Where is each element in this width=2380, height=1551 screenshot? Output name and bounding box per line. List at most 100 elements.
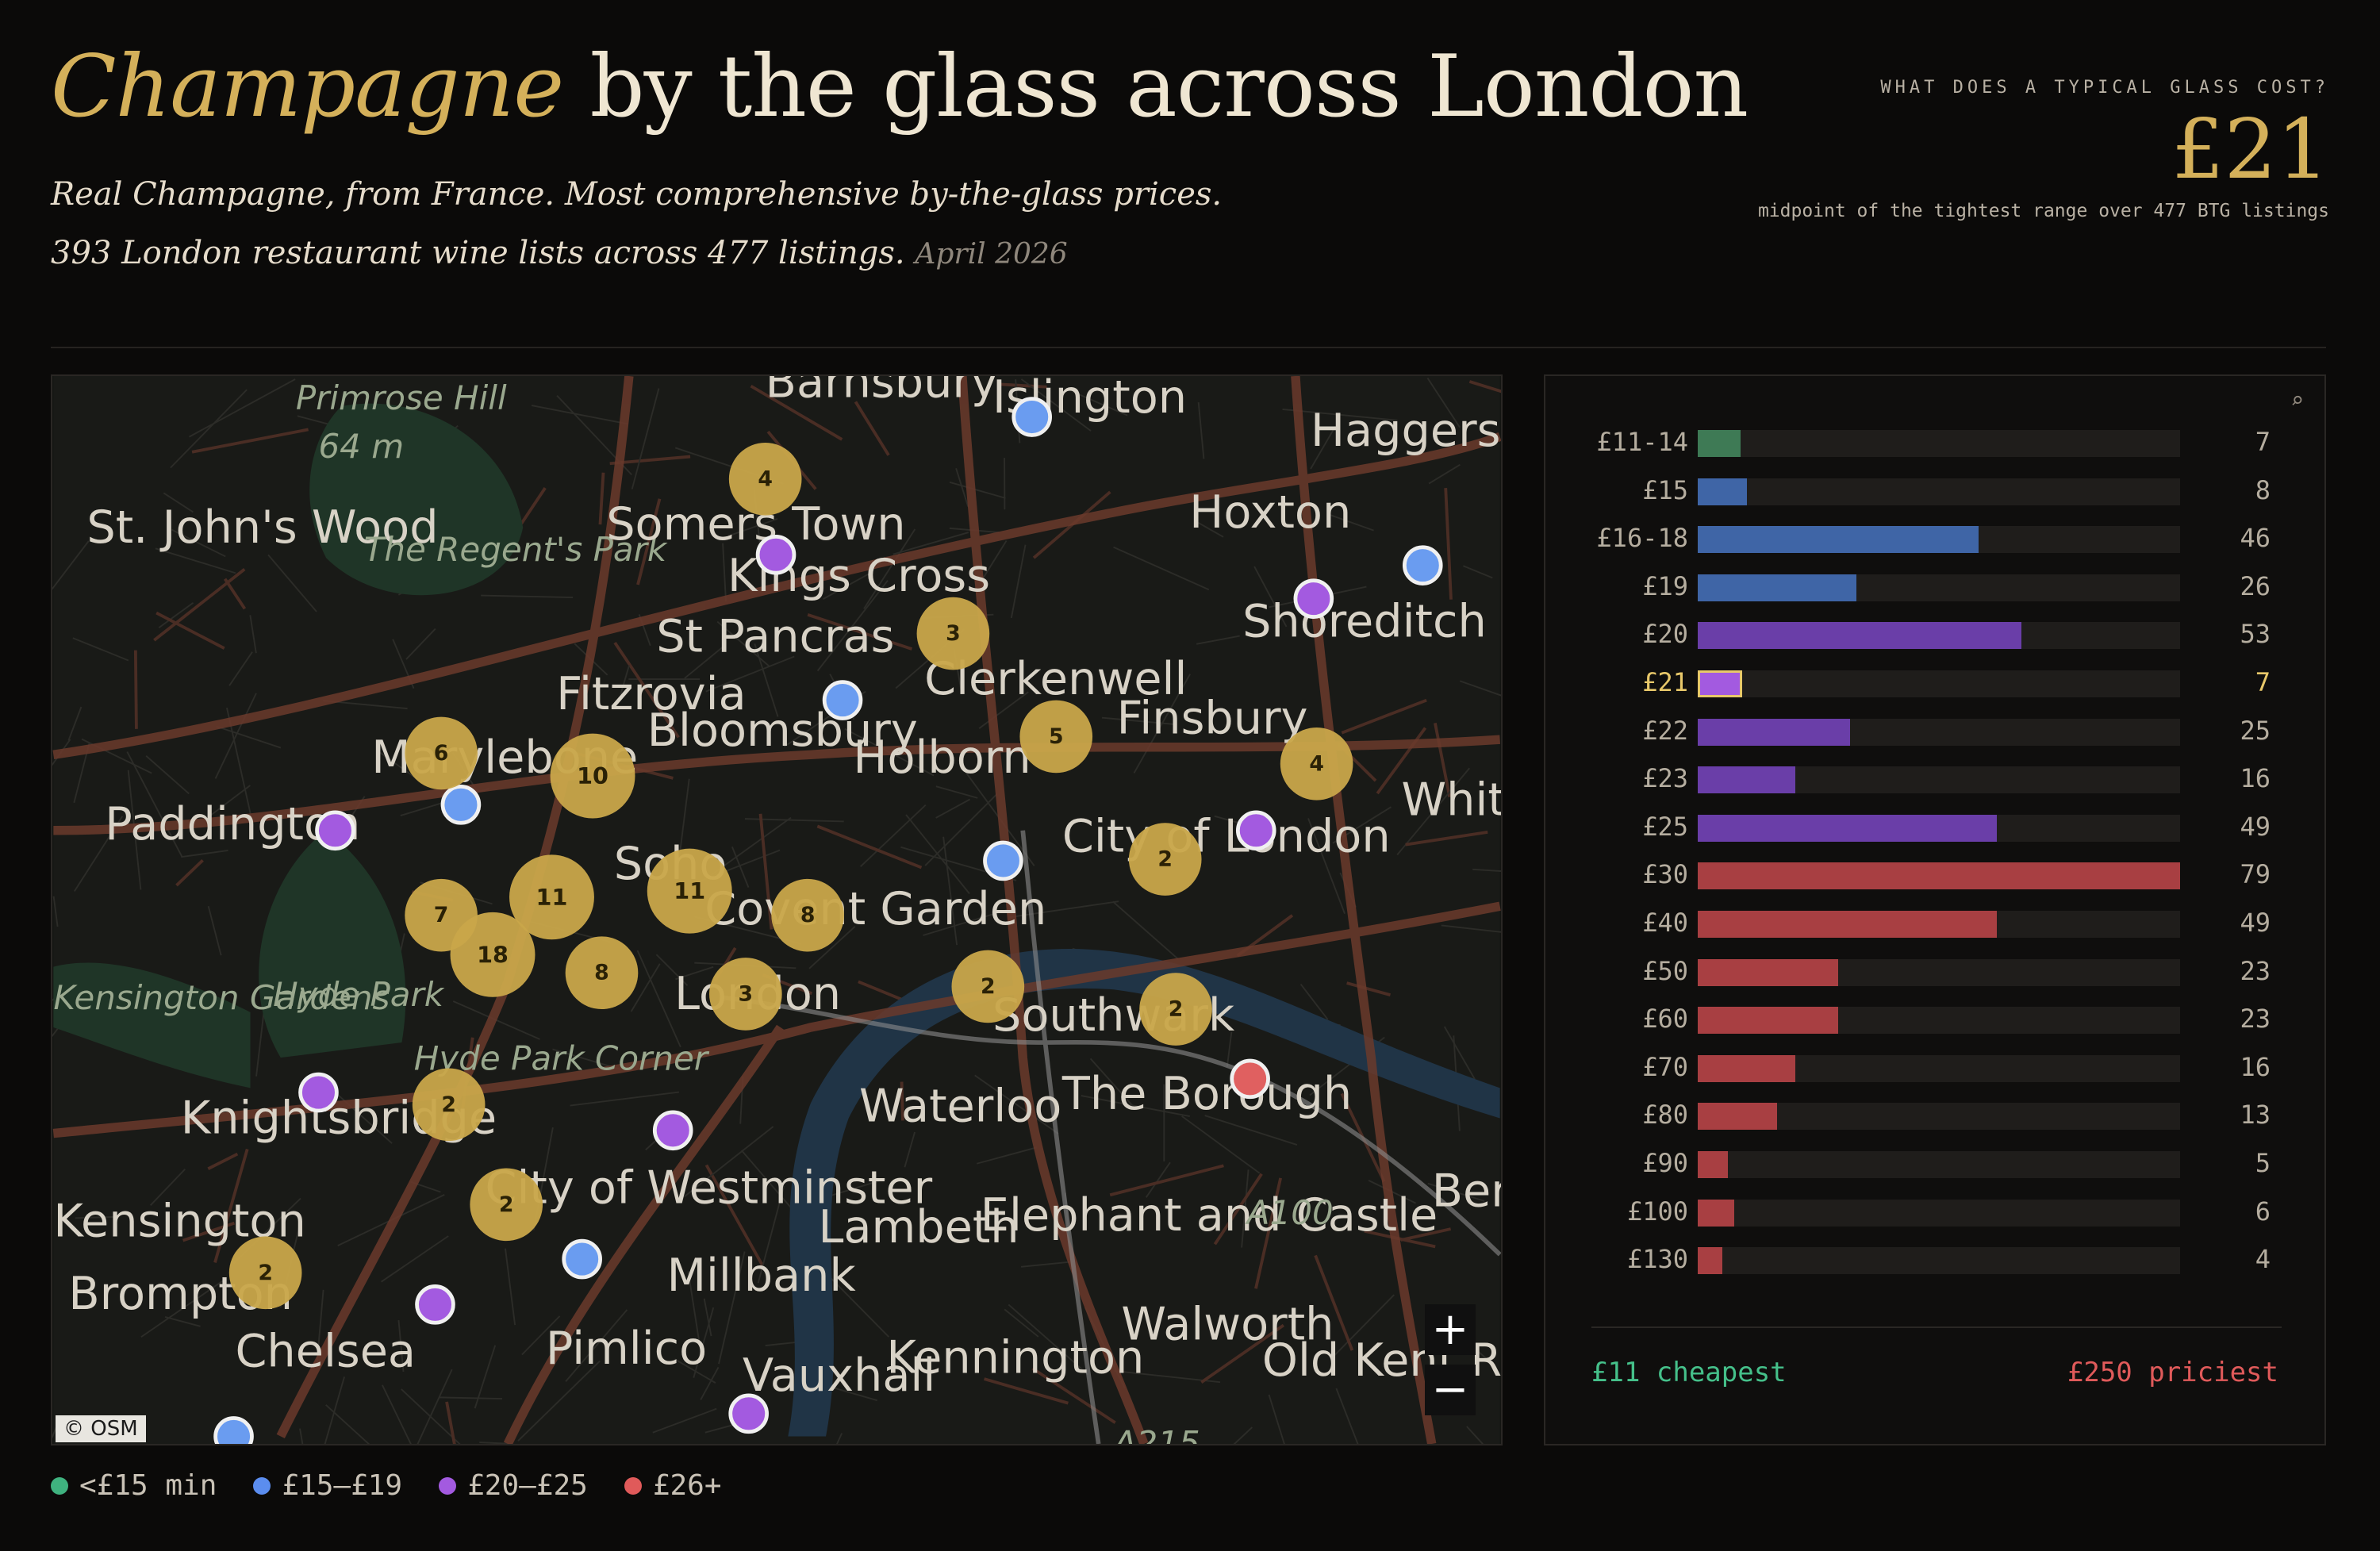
cluster-circle[interactable]: [470, 1168, 543, 1242]
histogram-row[interactable]: £80 13: [1545, 1096, 2324, 1136]
histogram-bar[interactable]: [1698, 670, 1742, 697]
map-cluster[interactable]: 3: [916, 597, 990, 670]
histogram-bar-track[interactable]: [1698, 958, 2180, 986]
map-cluster[interactable]: 5: [1019, 700, 1093, 774]
cluster-circle[interactable]: [647, 848, 732, 934]
histogram-bar-track[interactable]: [1698, 622, 2180, 650]
histogram-bar-track[interactable]: [1698, 814, 2180, 842]
venue-point-mid[interactable]: [1012, 397, 1053, 437]
histogram-bar[interactable]: [1698, 1054, 1796, 1082]
histogram-bar-track[interactable]: [1698, 911, 2180, 938]
histogram-bar[interactable]: [1698, 622, 2021, 650]
cluster-count[interactable]: 5: [1049, 724, 1064, 749]
map-cluster[interactable]: 4: [1280, 727, 1353, 800]
cluster-circle[interactable]: [916, 597, 990, 670]
venue-point-upper[interactable]: [298, 1072, 339, 1113]
histogram-bar-track[interactable]: [1698, 478, 2180, 505]
histogram-bar[interactable]: [1698, 1151, 1729, 1178]
venue-point-upper[interactable]: [1235, 810, 1276, 851]
cluster-circle[interactable]: [771, 878, 844, 952]
histogram-bar[interactable]: [1698, 862, 2180, 890]
cluster-count[interactable]: 11: [674, 877, 705, 904]
histogram-row[interactable]: £50 23: [1545, 953, 2324, 992]
cluster-count[interactable]: 7: [434, 903, 449, 927]
histogram-bar[interactable]: [1698, 766, 1796, 794]
cluster-count[interactable]: 3: [946, 621, 961, 646]
search-icon[interactable]: ⌕: [2290, 387, 2304, 413]
cluster-count[interactable]: 11: [536, 884, 568, 911]
histogram-bar-track[interactable]: [1698, 1103, 2180, 1131]
cluster-count[interactable]: 2: [1169, 997, 1184, 1022]
map-cluster[interactable]: 18: [450, 912, 536, 997]
histogram-row[interactable]: £130 4: [1545, 1241, 2324, 1280]
cluster-circle[interactable]: [1019, 700, 1093, 774]
venue-point-upper[interactable]: [315, 810, 355, 851]
venue-point-mid[interactable]: [213, 1416, 254, 1444]
histogram-row[interactable]: £23 16: [1545, 760, 2324, 800]
venue-point-upper[interactable]: [755, 534, 797, 575]
map-attribution[interactable]: © OSM: [56, 1415, 146, 1442]
venue-point-mid[interactable]: [1402, 545, 1443, 585]
map-cluster[interactable]: 10: [550, 733, 635, 819]
cluster-count[interactable]: 4: [1309, 751, 1324, 776]
map-cluster[interactable]: 2: [1139, 973, 1212, 1046]
map-cluster[interactable]: 2: [412, 1068, 486, 1142]
histogram-bar[interactable]: [1698, 1103, 1778, 1131]
cluster-circle[interactable]: [709, 958, 782, 1031]
zoom-in-button[interactable]: +: [1425, 1304, 1476, 1355]
histogram-bar-track[interactable]: [1698, 670, 2180, 697]
histogram-row[interactable]: £21 7: [1545, 664, 2324, 704]
histogram-row[interactable]: £60 23: [1545, 1000, 2324, 1040]
map-cluster[interactable]: 11: [509, 854, 594, 940]
histogram-bar[interactable]: [1698, 574, 1857, 601]
venue-point-mid[interactable]: [440, 785, 482, 825]
cluster-count[interactable]: 2: [1157, 847, 1173, 872]
histogram-bar-track[interactable]: [1698, 1054, 2180, 1082]
venue-point-top[interactable]: [1230, 1058, 1270, 1100]
venue-point-upper[interactable]: [652, 1110, 693, 1151]
histogram-bar-track[interactable]: [1698, 574, 2180, 601]
venue-point-mid[interactable]: [562, 1238, 602, 1280]
histogram-bar[interactable]: [1698, 911, 1998, 938]
venue-point-upper[interactable]: [1293, 578, 1334, 619]
histogram-bar-track[interactable]: [1698, 1247, 2180, 1275]
zoom-out-button[interactable]: −: [1425, 1365, 1476, 1415]
histogram-bar-track[interactable]: [1698, 1007, 2180, 1035]
cluster-circle[interactable]: [550, 733, 635, 819]
histogram-bar-track[interactable]: [1698, 718, 2180, 746]
cluster-circle[interactable]: [450, 912, 536, 997]
map-cluster[interactable]: 4: [728, 443, 802, 516]
histogram-row[interactable]: £11-14 7: [1545, 424, 2324, 463]
histogram-bar[interactable]: [1698, 1247, 1722, 1275]
histogram-row[interactable]: £70 16: [1545, 1049, 2324, 1088]
histogram-row[interactable]: £19 26: [1545, 568, 2324, 608]
cluster-circle[interactable]: [1139, 973, 1212, 1046]
map-cluster[interactable]: 2: [1128, 823, 1202, 896]
cluster-circle[interactable]: [951, 950, 1025, 1023]
cluster-count[interactable]: 8: [800, 903, 816, 927]
cluster-count[interactable]: 2: [981, 974, 996, 999]
histogram-bar-track[interactable]: [1698, 766, 2180, 794]
histogram-row[interactable]: £30 79: [1545, 856, 2324, 896]
histogram-bar-track[interactable]: [1698, 1151, 2180, 1178]
map-cluster[interactable]: 2: [228, 1236, 302, 1310]
histogram-bar[interactable]: [1698, 718, 1851, 746]
cluster-count[interactable]: 18: [477, 941, 509, 968]
cluster-count[interactable]: 10: [577, 762, 608, 789]
map-cluster[interactable]: 8: [771, 878, 844, 952]
histogram-bar[interactable]: [1698, 1199, 1735, 1227]
histogram-bar[interactable]: [1698, 1007, 1838, 1035]
histogram-bar[interactable]: [1698, 958, 1838, 986]
histogram-bar-track[interactable]: [1698, 862, 2180, 890]
price-map[interactable]: Primrose Hill 64 m Barnsbury Islington Hagge…: [51, 374, 1503, 1445]
histogram-row[interactable]: £100 6: [1545, 1193, 2324, 1233]
map-venue-points[interactable]: [213, 397, 1443, 1444]
cluster-count[interactable]: 8: [594, 961, 609, 985]
histogram-bar-track[interactable]: [1698, 1199, 2180, 1227]
histogram-row[interactable]: £90 5: [1545, 1145, 2324, 1184]
cluster-circle[interactable]: [565, 936, 639, 1010]
map-cluster[interactable]: 2: [951, 950, 1025, 1023]
map-cluster[interactable]: 3: [709, 958, 782, 1031]
map-cluster[interactable]: 11: [647, 848, 732, 934]
histogram-row[interactable]: £22 25: [1545, 712, 2324, 752]
